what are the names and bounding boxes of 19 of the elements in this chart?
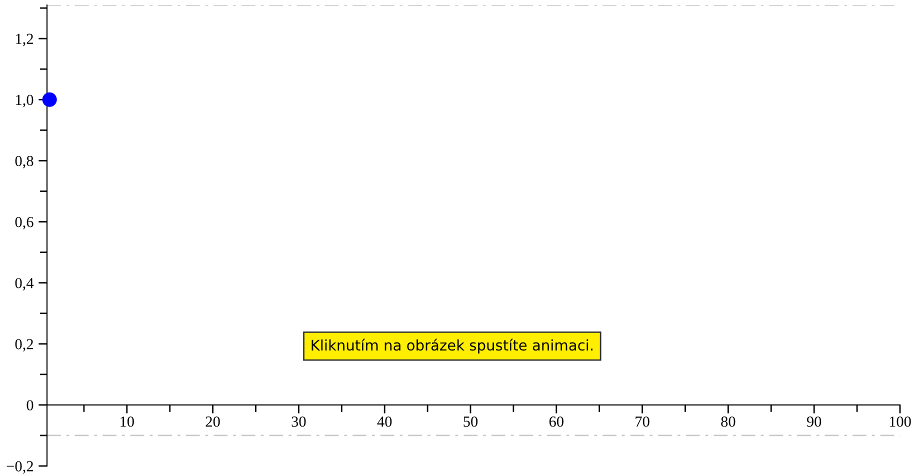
x-tick-label: 100 [890, 416, 911, 427]
x-tick-label: 10 [120, 416, 134, 427]
x-tick-label: 60 [549, 416, 564, 427]
y-tick-label: 0,8 [15, 156, 34, 168]
y-tick-label: 1,2 [16, 34, 33, 46]
annotation: Kliknutím na obrázek spustíte animaci. [312, 338, 592, 354]
x-tick-label: 40 [377, 416, 392, 427]
y-tick-label: 0,4 [15, 278, 34, 290]
y-tick-label: 0 [26, 400, 34, 410]
x-tick-label: 50 [464, 416, 478, 427]
x-tick-label: 70 [636, 416, 650, 427]
y-tick-label: 0,6 [15, 216, 34, 230]
y-tick-label: 1,0 [16, 94, 34, 108]
x-tick-label: 80 [721, 416, 736, 427]
x-tick-label: 20 [206, 416, 220, 427]
x-tick-label: 90 [806, 416, 822, 427]
y-tick-label: −0,2 [6, 461, 33, 474]
x-tick-label: 30 [292, 416, 306, 427]
y-tick-label: 0,2 [15, 339, 33, 352]
